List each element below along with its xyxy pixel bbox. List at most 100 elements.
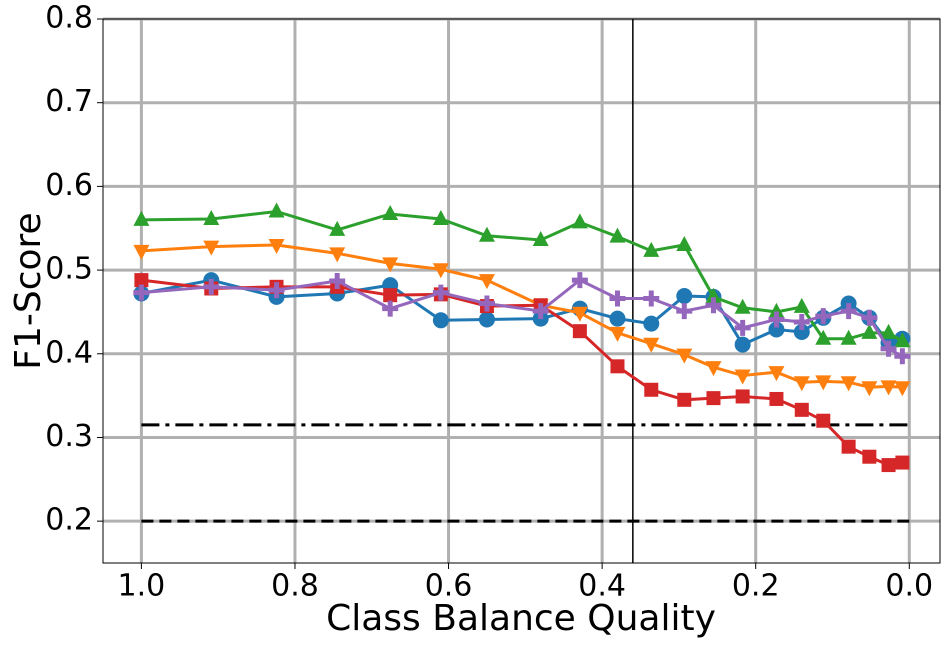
y-tick-label: 0.8 <box>45 1 93 36</box>
point <box>610 359 625 374</box>
y-tick-label: 0.2 <box>45 503 93 538</box>
point <box>133 210 150 226</box>
point <box>861 309 878 326</box>
point <box>840 376 857 392</box>
point <box>793 313 810 330</box>
x-tick-label: 0.4 <box>578 569 626 604</box>
x-tick-label: 0.8 <box>271 569 319 604</box>
point <box>329 272 346 289</box>
point <box>268 238 285 254</box>
point <box>862 449 877 464</box>
point <box>676 348 693 364</box>
point <box>478 274 495 290</box>
x-tick-label: 0.2 <box>732 569 780 604</box>
point <box>734 336 751 353</box>
point <box>793 297 810 313</box>
point <box>432 210 449 226</box>
point <box>794 402 809 417</box>
point <box>676 288 693 305</box>
point <box>382 205 399 221</box>
point <box>643 315 660 332</box>
point <box>532 303 549 320</box>
point <box>769 391 784 406</box>
series-line <box>141 243 903 389</box>
point <box>705 361 722 377</box>
point <box>705 297 722 314</box>
point <box>478 295 495 312</box>
point <box>478 226 495 242</box>
point <box>571 272 588 289</box>
y-tick-label: 0.3 <box>45 419 93 454</box>
point <box>643 290 660 307</box>
point <box>643 241 660 257</box>
point <box>815 308 832 325</box>
point <box>609 310 626 327</box>
plot-frame <box>102 18 941 564</box>
point <box>643 337 660 353</box>
point <box>676 235 693 251</box>
y-tick-label: 0.7 <box>45 84 93 119</box>
point <box>894 348 911 365</box>
point <box>706 391 721 406</box>
point <box>133 244 150 260</box>
point <box>203 278 220 295</box>
point <box>768 366 785 382</box>
point <box>571 213 588 229</box>
point <box>329 220 346 236</box>
point <box>895 455 910 470</box>
point <box>880 323 897 339</box>
point <box>203 210 220 226</box>
point <box>734 319 751 336</box>
point <box>329 247 346 263</box>
point <box>734 369 751 385</box>
point <box>768 311 785 328</box>
point <box>880 380 897 396</box>
x-tick-label: 1.0 <box>118 569 166 604</box>
point <box>861 323 878 339</box>
point <box>894 381 911 397</box>
point <box>609 227 626 243</box>
point <box>676 303 693 320</box>
point <box>478 311 495 328</box>
point <box>203 240 220 256</box>
point <box>793 376 810 392</box>
point <box>841 439 856 454</box>
point <box>881 458 896 473</box>
point <box>532 230 549 246</box>
y-tick-label: 0.4 <box>45 335 93 370</box>
point <box>734 298 751 314</box>
point <box>677 392 692 407</box>
point <box>268 202 285 218</box>
point <box>383 288 398 303</box>
point <box>644 382 659 397</box>
y-axis-label: F1-Score <box>8 212 49 369</box>
point <box>768 321 785 338</box>
y-tick-label: 0.6 <box>45 168 93 203</box>
point <box>432 312 449 329</box>
y-tick-label: 0.5 <box>45 252 93 287</box>
point <box>705 287 722 303</box>
point <box>815 375 832 391</box>
point <box>133 284 150 301</box>
point <box>880 340 897 357</box>
point <box>815 329 832 345</box>
point <box>268 282 285 299</box>
point <box>382 300 399 317</box>
point <box>735 389 750 404</box>
point <box>816 413 831 428</box>
point <box>768 302 785 318</box>
point <box>894 332 911 348</box>
x-axis-label: Class Balance Quality <box>326 598 716 639</box>
point <box>793 324 810 341</box>
point <box>571 306 588 322</box>
point <box>432 263 449 279</box>
point <box>609 290 626 307</box>
x-tick-label: 0.0 <box>885 569 933 604</box>
point <box>134 273 149 288</box>
point <box>382 257 399 273</box>
point <box>840 303 857 320</box>
point <box>840 329 857 345</box>
point <box>572 324 587 339</box>
